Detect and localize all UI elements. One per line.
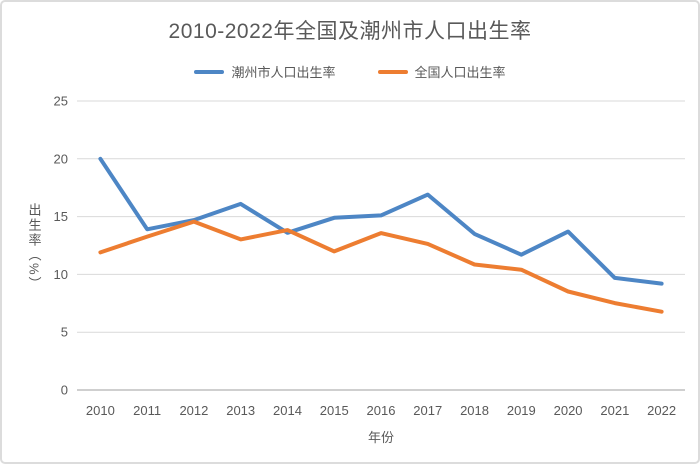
x-tick-label: 2017: [413, 403, 442, 418]
y-tick-label: 15: [54, 209, 68, 224]
legend-line-swatch-blue: [194, 69, 225, 74]
series-line-1[interactable]: [98, 219, 664, 314]
x-tick-label: 2015: [320, 403, 349, 418]
x-tick-label: 2014: [273, 403, 302, 418]
y-tick-label: 10: [54, 267, 68, 282]
x-tick-label: 2020: [554, 403, 583, 418]
x-tick-label: 2018: [460, 403, 489, 418]
legend-label-chaozhou: 潮州市人口出生率: [231, 65, 336, 80]
y-tick-label: 0: [61, 383, 68, 398]
legend: 潮州市人口出生率 全国人口出生率: [2, 62, 698, 81]
legend-item-national[interactable]: 全国人口出生率: [377, 62, 506, 81]
x-tick-label: 2011: [133, 403, 161, 418]
series-line-0[interactable]: [98, 156, 664, 286]
y-tick-label: 5: [61, 325, 68, 340]
y-tick-label: 20: [54, 151, 68, 166]
legend-label-national: 全国人口出生率: [414, 65, 506, 80]
y-tick-label: 25: [54, 94, 68, 109]
x-tick-label: 2010: [86, 403, 115, 418]
x-tick-label: 2022: [647, 403, 676, 418]
x-tick-label: 2019: [507, 403, 536, 418]
y-axis-title: 出生率（%）: [26, 203, 42, 292]
x-tick-label: 2013: [226, 403, 255, 418]
legend-line-swatch-orange: [377, 69, 408, 74]
x-tick-label: 2021: [600, 403, 629, 418]
x-tick-label: 2016: [367, 403, 396, 418]
legend-item-chaozhou[interactable]: 潮州市人口出生率: [194, 62, 336, 81]
x-tick-label: 2012: [179, 403, 208, 418]
x-axis-title: 年份: [368, 430, 394, 445]
chart-title: 2010-2022年全国及潮州市人口出生率: [168, 20, 532, 43]
